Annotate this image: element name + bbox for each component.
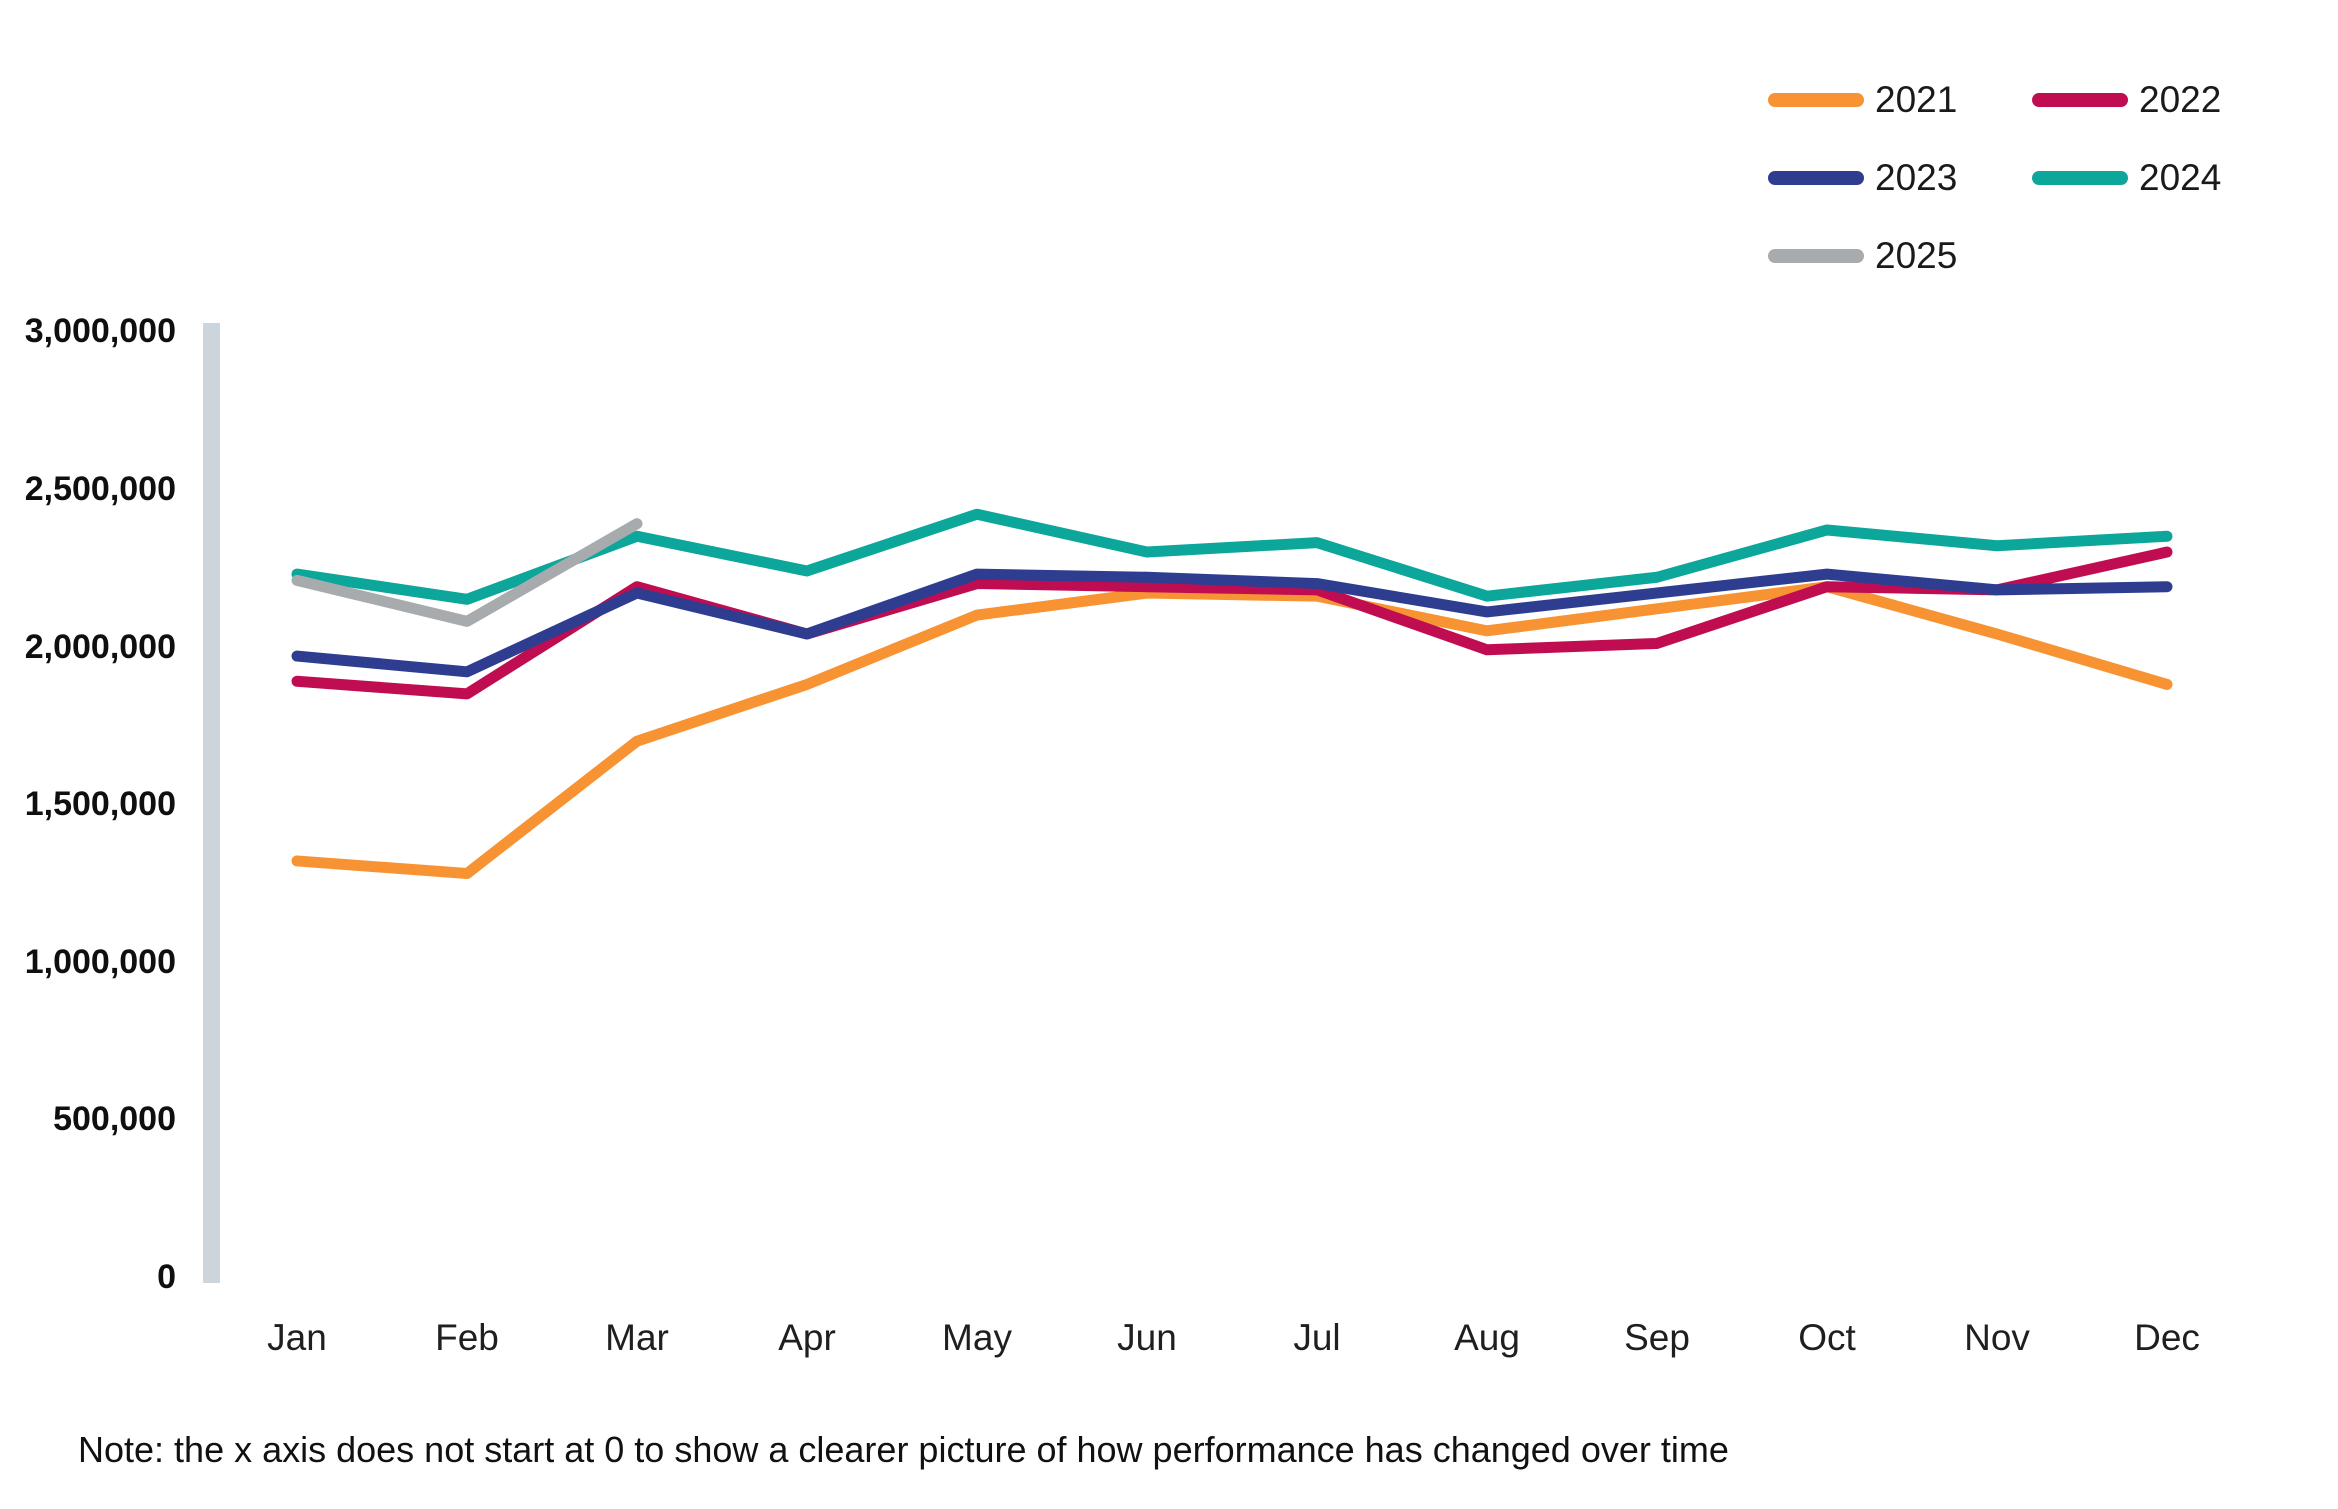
chart-legend: 2021 2022 2023 2024 2025: [1768, 78, 2221, 278]
legend-swatch-2021: [1768, 93, 1864, 107]
legend-swatch-2024: [2032, 171, 2128, 185]
x-axis-month-label: Nov: [1964, 1317, 2030, 1358]
series-line-2021: [291, 581, 2173, 880]
x-axis-month-label: Jan: [267, 1317, 327, 1358]
x-axis-month-label: Mar: [605, 1317, 669, 1358]
y-axis-line: [203, 323, 220, 1283]
legend-swatch-2025: [1768, 249, 1864, 263]
legend-label-2023: 2023: [1875, 157, 1958, 198]
x-axis-month-label: Oct: [1798, 1317, 1856, 1358]
x-axis-month-label: Aug: [1454, 1317, 1520, 1358]
legend-label-2021: 2021: [1875, 79, 1958, 120]
x-axis-month-label: Feb: [435, 1317, 499, 1358]
series-lines: [291, 508, 2173, 880]
legend-item-2025: 2025: [1768, 234, 2032, 278]
y-axis-tick-label: 500,000: [53, 1100, 176, 1139]
y-axis-tick-label: 0: [157, 1258, 176, 1296]
legend-label-2024: 2024: [2139, 157, 2222, 198]
legend-label-2025: 2025: [1875, 235, 1958, 276]
legend-label-2022: 2022: [2139, 79, 2222, 120]
x-axis-month-label: Jun: [1117, 1317, 1177, 1358]
legend-swatch-2022: [2032, 93, 2128, 107]
legend-item-2023: 2023: [1768, 156, 2032, 200]
series-line-2025: [291, 518, 643, 627]
y-axis-tick-label: 3,000,000: [24, 312, 176, 351]
x-axis-month-label: May: [942, 1317, 1012, 1358]
legend-item-2024: 2024: [2032, 156, 2221, 200]
x-axis-month-label: Apr: [778, 1317, 836, 1358]
x-axis-month-label: Dec: [2134, 1317, 2200, 1358]
y-axis-tick-label: 2,000,000: [24, 627, 176, 666]
legend-item-2021: 2021: [1768, 78, 2032, 122]
legend-swatch-2023: [1768, 171, 1864, 185]
x-axis-month-label: Jul: [1293, 1317, 1341, 1358]
y-axis-tick-label: 2,500,000: [24, 470, 176, 508]
footnote-text: Note: the x axis does not start at 0 to …: [78, 1429, 1729, 1470]
legend-item-2022: 2022: [2032, 78, 2221, 122]
series-line-2024: [291, 508, 2173, 605]
series-line-2023: [291, 568, 2173, 678]
y-axis-tick-label: 1,000,000: [24, 942, 176, 981]
x-axis-month-label: Sep: [1624, 1317, 1690, 1358]
y-axis-tick-label: 1,500,000: [24, 785, 176, 824]
